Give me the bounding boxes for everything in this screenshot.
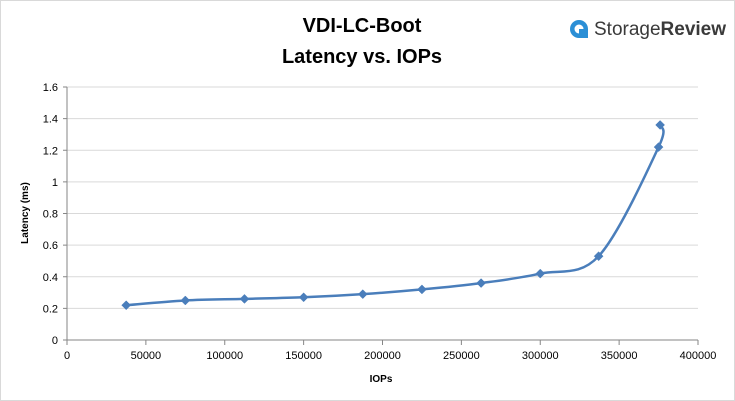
data-point-marker: [298, 292, 309, 303]
x-tick-label: 200000: [364, 350, 401, 362]
axes: [63, 86, 699, 345]
chart-subtitle: Latency vs. IOPs: [282, 46, 442, 68]
y-tick-label: 0: [52, 335, 58, 347]
brand-name: StorageReview: [594, 19, 726, 40]
x-tick-label: 150000: [285, 350, 322, 362]
x-tick-label: 250000: [443, 350, 480, 362]
x-tick-label: 350000: [601, 350, 638, 362]
data-point-marker: [655, 120, 665, 130]
x-tick-label: 400000: [680, 350, 717, 362]
chart-title: VDI-LC-Boot: [303, 15, 422, 37]
x-tick-labels: 0 50000 100000 150000 200000 250000 300000 3500…: [64, 350, 716, 362]
data-point-marker: [417, 284, 427, 295]
x-axis-title: IOPs: [370, 374, 393, 385]
y-tick-label: 0.4: [43, 272, 58, 284]
y-tick-label: 0.8: [43, 209, 58, 221]
y-tick-labels: 0 0.2 0.4 0.6 0.8 1 1.2 1.4 1.6: [43, 82, 58, 347]
data-point-marker: [239, 294, 250, 304]
x-tick-label: 50000: [131, 350, 162, 362]
data-series: [121, 120, 665, 311]
x-tick-label: 300000: [522, 350, 559, 362]
brand-logo: StorageReview: [570, 19, 726, 40]
y-axis-title: Latency (ms): [20, 182, 31, 244]
y-tick-label: 1.2: [43, 145, 58, 157]
data-point-marker: [121, 300, 132, 311]
y-tick-label: 1: [52, 177, 58, 189]
gridlines: [67, 86, 698, 309]
y-tick-label: 1.6: [43, 82, 58, 94]
series-line: [126, 124, 665, 307]
data-point-marker: [476, 278, 486, 288]
data-point-marker: [535, 268, 546, 279]
y-tick-label: 0.6: [43, 240, 58, 252]
x-tick-label: 0: [64, 350, 70, 362]
y-tick-label: 1.4: [43, 114, 58, 126]
y-tick-label: 0.2: [43, 303, 58, 315]
data-point-marker: [357, 289, 368, 299]
x-tick-label: 100000: [206, 350, 243, 362]
data-point-marker: [180, 295, 191, 306]
data-point-marker: [653, 142, 664, 152]
storagereview-logo-icon: [570, 20, 588, 38]
data-point-marker: [593, 251, 604, 262]
brand-name-part2: Review: [661, 19, 727, 40]
brand-name-part1: Storage: [594, 19, 661, 40]
